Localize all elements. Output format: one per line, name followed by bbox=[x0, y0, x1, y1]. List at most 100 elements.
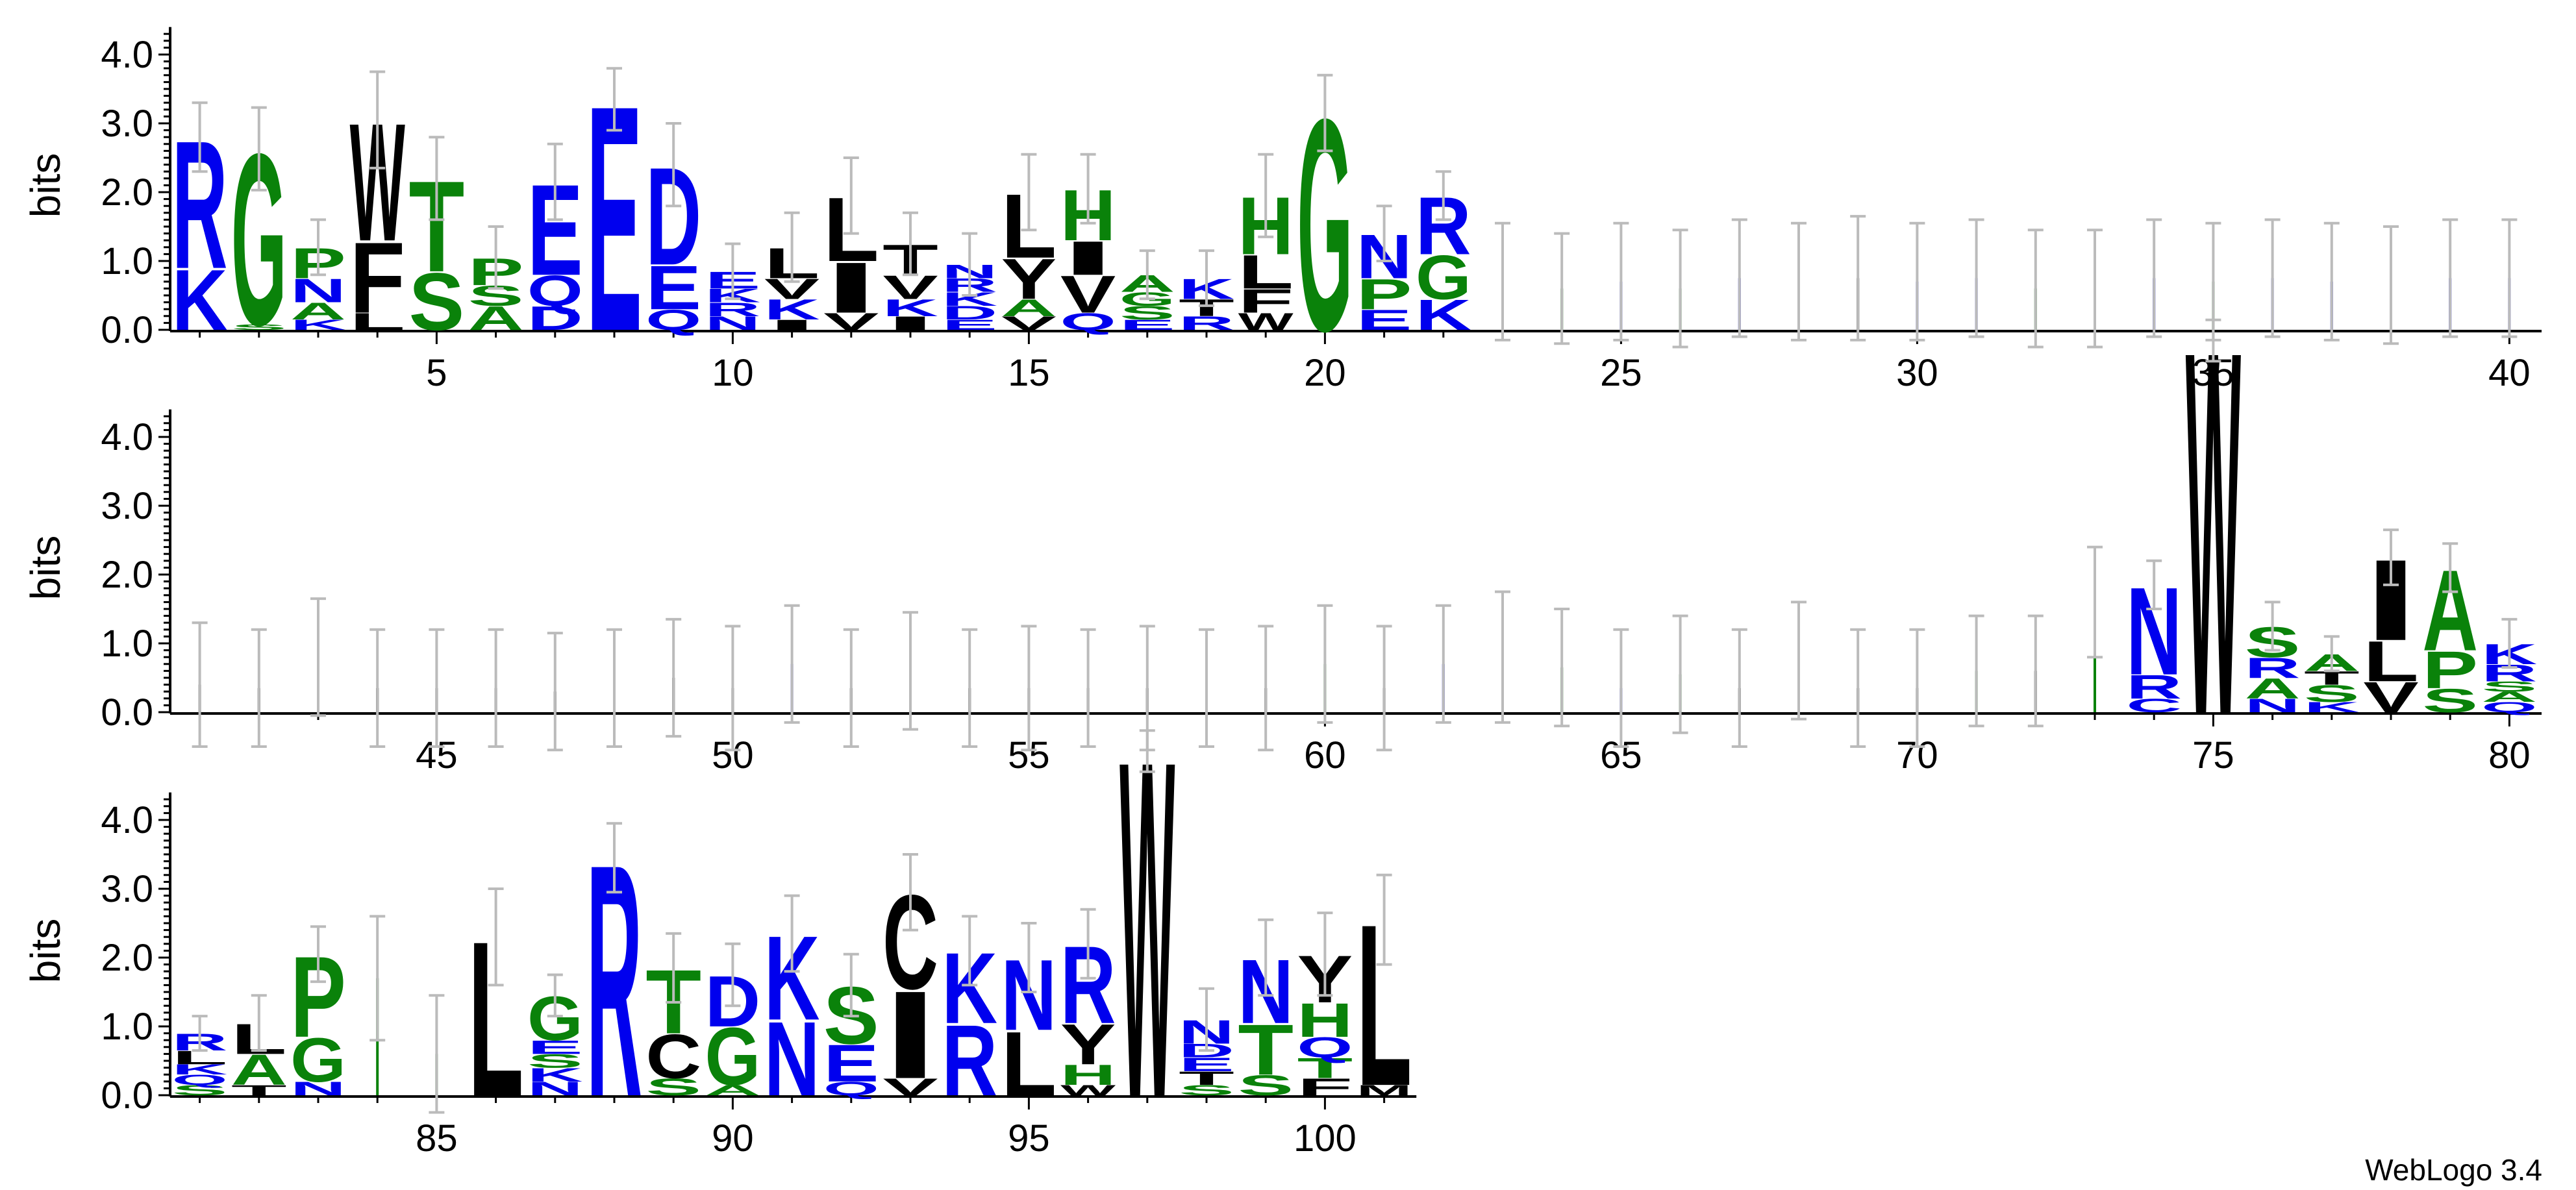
residue-letter: Q bbox=[527, 267, 583, 316]
logo-column-18: RTK bbox=[1179, 249, 1234, 334]
error-bar bbox=[1317, 73, 1333, 153]
logo-column-79: SPA bbox=[2422, 542, 2478, 719]
error-bar bbox=[1495, 221, 1510, 341]
residue-letter: Q bbox=[172, 1072, 228, 1088]
error-bar bbox=[547, 142, 563, 221]
error-bar bbox=[192, 101, 208, 173]
residue-letter: W bbox=[1060, 1082, 1116, 1098]
error-bar bbox=[2146, 218, 2162, 338]
y-tick-label: 2.0 bbox=[101, 554, 153, 596]
logo-column-53 bbox=[903, 611, 918, 731]
residue-letter: A bbox=[290, 297, 346, 325]
logo-column-74: CRN bbox=[2126, 559, 2182, 717]
residue-letter: C bbox=[2126, 695, 2182, 717]
logo-column-17: ESGA bbox=[1119, 249, 1175, 333]
residue-letter: A bbox=[1001, 294, 1057, 321]
error-bar bbox=[962, 915, 978, 987]
residue-letter: S bbox=[172, 1082, 228, 1098]
logo-column-84 bbox=[369, 915, 386, 1095]
logo-column-28 bbox=[1791, 221, 1807, 341]
error-bar bbox=[1791, 221, 1807, 341]
error-bar bbox=[606, 67, 622, 132]
error-bar bbox=[1909, 628, 1925, 748]
error-bar bbox=[666, 932, 682, 1004]
x-tick-label: 5 bbox=[426, 352, 447, 394]
residue-letter: K bbox=[764, 293, 820, 326]
error-bar bbox=[429, 994, 445, 1114]
error-bar bbox=[2146, 559, 2162, 610]
y-tick-label: 3.0 bbox=[101, 103, 153, 145]
residue-letter: V bbox=[882, 1074, 938, 1100]
x-tick-label: 40 bbox=[2488, 352, 2531, 394]
logo-column-36 bbox=[2264, 218, 2281, 338]
logo-column-43 bbox=[310, 597, 326, 717]
logo-column-64 bbox=[1554, 608, 1570, 728]
x-tick-label: 25 bbox=[1600, 352, 1642, 394]
residue-letter: Q bbox=[2482, 699, 2538, 715]
residue-letter: G bbox=[705, 1011, 761, 1102]
residue-letter: H bbox=[1060, 1059, 1116, 1091]
error-bar bbox=[310, 218, 326, 277]
residue-letter: I bbox=[882, 312, 938, 334]
residue-letter: R bbox=[705, 299, 761, 320]
error-bar bbox=[2383, 528, 2399, 586]
x-tick-label: 80 bbox=[2488, 734, 2531, 776]
logo-column-23 bbox=[1495, 221, 1510, 341]
error-bar bbox=[1731, 628, 1747, 748]
logo-column-41 bbox=[192, 621, 208, 748]
residue-letter: R bbox=[2126, 668, 2182, 706]
logo-column-39 bbox=[2442, 218, 2458, 338]
logo-column-61 bbox=[1376, 625, 1392, 752]
error-bar bbox=[1021, 922, 1037, 993]
residue-letter: N bbox=[764, 1000, 820, 1119]
logo-column-33 bbox=[2087, 229, 2103, 349]
error-bar bbox=[310, 925, 326, 984]
error-bar bbox=[1376, 205, 1392, 262]
residue-letter: V bbox=[823, 308, 879, 335]
residue-letter: D bbox=[527, 300, 583, 338]
residue-letter: K bbox=[2304, 699, 2360, 715]
residue-letter: N bbox=[290, 272, 346, 310]
y-tick-label: 4.0 bbox=[101, 799, 153, 841]
residue-letter: E bbox=[1357, 304, 1412, 336]
residue-letter: S bbox=[2304, 680, 2360, 707]
logo-column-95: LN bbox=[1001, 922, 1057, 1115]
error-bar bbox=[1080, 908, 1096, 980]
residue-letter: W bbox=[1238, 308, 1294, 335]
error-bar bbox=[1080, 153, 1096, 225]
residue-letter: A bbox=[468, 300, 524, 338]
logo-column-69 bbox=[1850, 628, 1866, 748]
logo-column-72 bbox=[2027, 614, 2044, 728]
error-bar bbox=[1021, 625, 1037, 752]
error-bar bbox=[1258, 153, 1274, 238]
residue-letter: A bbox=[231, 1047, 287, 1095]
logo-column-90: AGD bbox=[705, 942, 761, 1103]
logo-column-52 bbox=[843, 628, 859, 748]
residue-letter: Y bbox=[1001, 247, 1057, 312]
logo-column-37 bbox=[2323, 221, 2340, 341]
error-bar bbox=[606, 628, 622, 748]
residue-letter: V bbox=[1060, 265, 1116, 324]
error-bar bbox=[1021, 153, 1037, 232]
x-tick-label: 85 bbox=[416, 1117, 458, 1159]
residue-letter: F bbox=[1297, 1073, 1353, 1100]
logo-column-98: STEDN bbox=[1179, 987, 1234, 1098]
residue-letter: S bbox=[409, 256, 465, 347]
y-tick-label: 2.0 bbox=[101, 171, 153, 214]
error-bar bbox=[2501, 617, 2518, 669]
error-bar bbox=[903, 853, 918, 932]
logo-column-82: TAL bbox=[231, 994, 287, 1098]
x-tick-label: 10 bbox=[712, 352, 754, 394]
error-bar bbox=[666, 122, 682, 208]
error-bar bbox=[1554, 232, 1570, 345]
error-bar bbox=[2383, 225, 2399, 345]
residue-letter: L bbox=[349, 308, 405, 334]
x-tick-label: 90 bbox=[712, 1117, 754, 1159]
residue-letter: K bbox=[882, 294, 938, 321]
logo-column-68 bbox=[1791, 601, 1807, 721]
